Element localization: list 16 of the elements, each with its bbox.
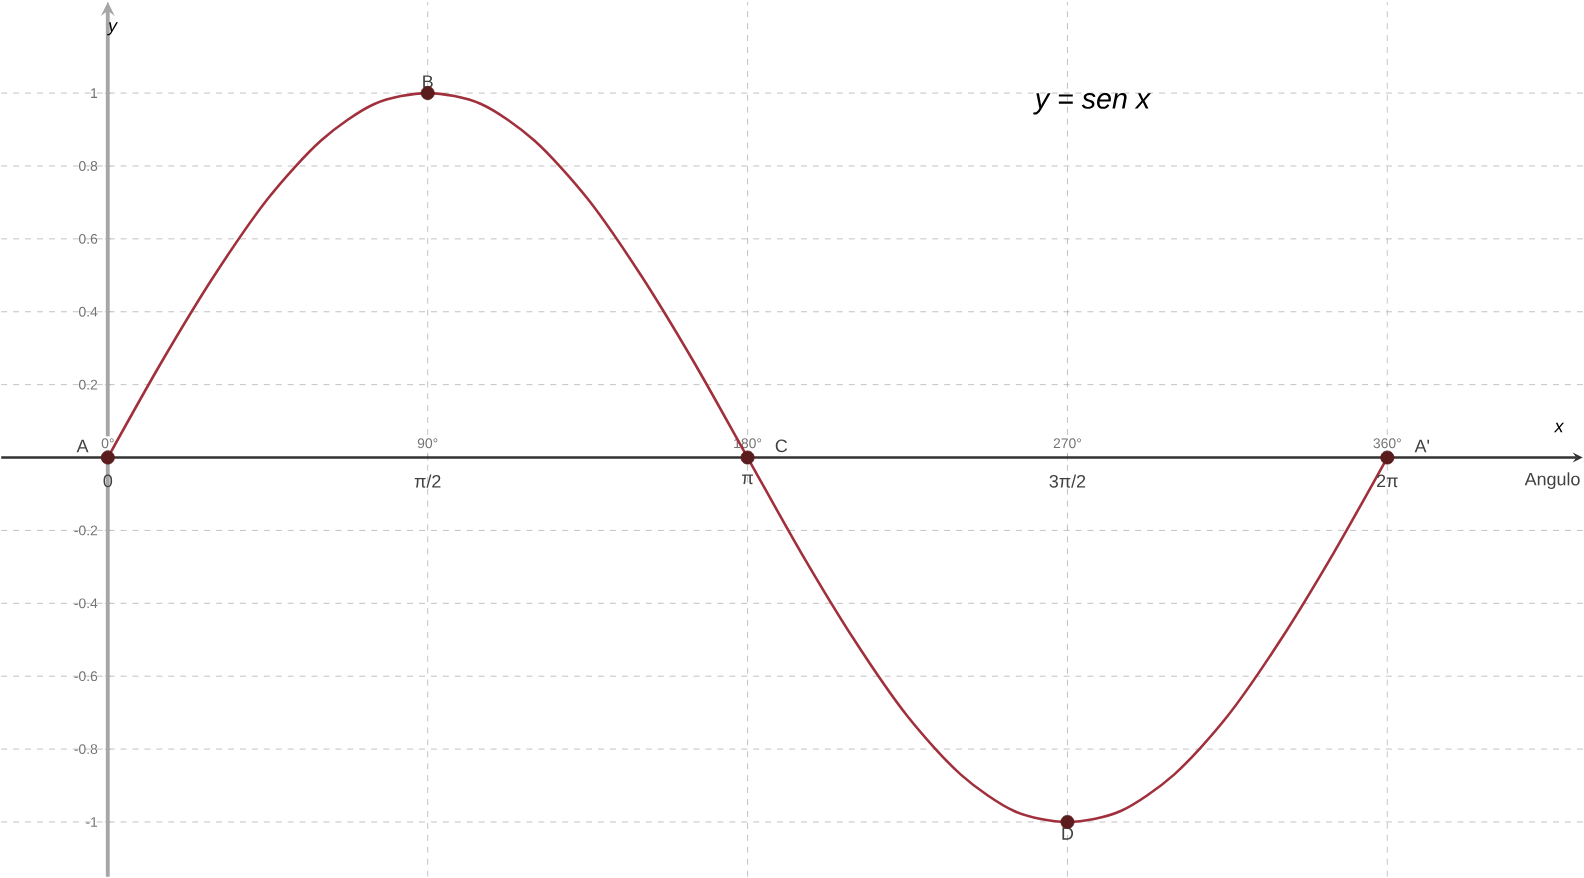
- point: [100, 450, 115, 465]
- annotation: π/2: [414, 474, 441, 488]
- annotation: π: [742, 474, 753, 484]
- y-axis-title: y: [107, 21, 118, 35]
- text: y = sen x: [1033, 92, 1152, 115]
- annotation: 2π: [1377, 474, 1398, 487]
- annotation: A': [1414, 439, 1430, 452]
- point: [1060, 814, 1075, 829]
- x-axis-title: x: [1553, 422, 1565, 432]
- point: [740, 450, 755, 465]
- annotation: A: [76, 439, 89, 452]
- annotation: Angulo: [1524, 471, 1580, 489]
- annotation: 0: [103, 474, 113, 487]
- annotation: 3π/2: [1049, 474, 1086, 488]
- point: [1380, 450, 1395, 465]
- annotation: C: [775, 439, 788, 452]
